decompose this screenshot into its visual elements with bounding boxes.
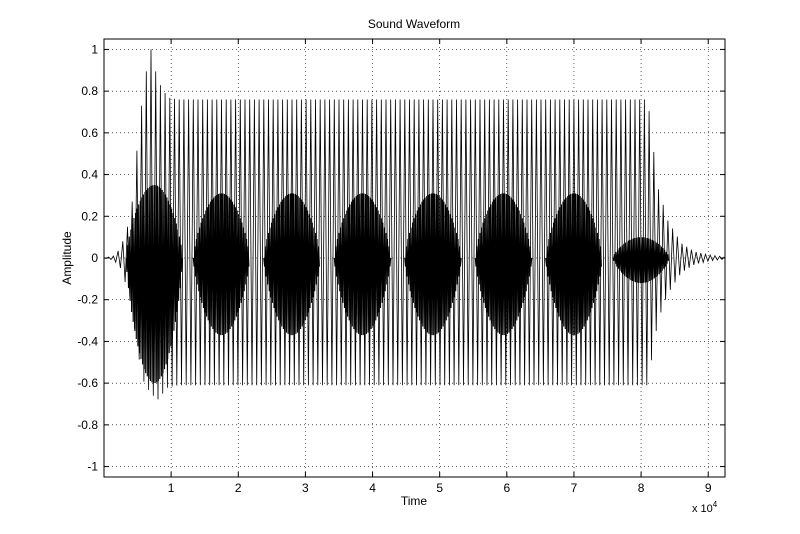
y-tick-label: 0.2 <box>81 209 98 223</box>
tick-labels: 1 2 3 4 5 6 7 8 9 1 0.8 0.6 0.4 0.2 0 -0.2 -0.4 -0.6 -0.8 -… <box>77 42 712 495</box>
x-tick-label: 9 <box>705 481 712 495</box>
waveform-dense-lobe <box>192 193 250 336</box>
waveform-dense-lobe <box>333 193 392 336</box>
y-tick-label: 0.8 <box>81 84 98 98</box>
waveform-dense-lobe <box>404 193 462 336</box>
waveform-dense-lobe <box>125 184 184 384</box>
x-tick-label: 4 <box>369 481 376 495</box>
x-tick-label: 1 <box>168 481 175 495</box>
y-tick-label: 0 <box>91 251 98 265</box>
y-tick-label: 1 <box>91 42 98 56</box>
x-tick-label: 8 <box>638 481 645 495</box>
x-tick-label: 2 <box>235 481 242 495</box>
waveform-outer-oscillation <box>103 49 725 400</box>
y-tick-label: -0.8 <box>77 418 98 432</box>
waveform-dense-lobe <box>263 193 320 336</box>
waveform-line <box>103 49 725 400</box>
waveform-dense-lobe <box>612 237 670 284</box>
waveform-dense-lobe <box>474 193 533 336</box>
x-exponent-base: x 10 <box>692 503 713 515</box>
x-tick-label: 5 <box>436 481 443 495</box>
y-tick-label: -0.4 <box>77 334 98 348</box>
y-tick-label: -1 <box>87 460 98 474</box>
x-tick-label: 7 <box>571 481 578 495</box>
x-axis-label: Time <box>401 494 428 508</box>
x-exponent-power: 4 <box>713 500 718 509</box>
y-tick-label: 0.6 <box>81 126 98 140</box>
x-tick-label: 3 <box>302 481 309 495</box>
y-axis-label: Amplitude <box>60 231 74 285</box>
y-tick-label: 0.4 <box>81 168 98 182</box>
waveform-dense-lobe <box>545 193 602 336</box>
axis-ticks <box>104 39 725 477</box>
x-exponent-label: x 104 <box>692 500 718 515</box>
x-tick-label: 6 <box>503 481 510 495</box>
y-tick-label: -0.2 <box>77 293 98 307</box>
chart-title: Sound Waveform <box>368 17 460 31</box>
y-tick-label: -0.6 <box>77 376 98 390</box>
